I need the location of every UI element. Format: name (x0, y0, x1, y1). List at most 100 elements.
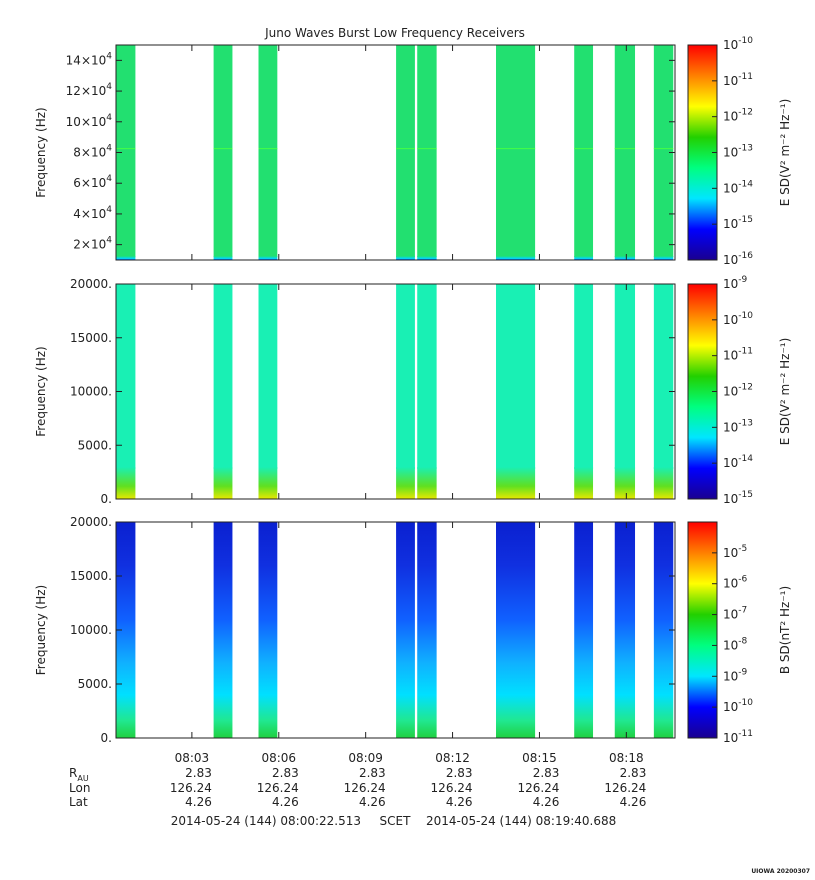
x-tick-label: 08:06 (261, 751, 296, 765)
y-axis-label: Frequency (Hz) (34, 585, 48, 676)
time-range-end: 2014-05-24 (144) 08:19:40.688 (426, 814, 616, 828)
y-tick-label: 15000. (70, 331, 112, 345)
burst-band (614, 522, 636, 738)
y-tick-label: 15000. (70, 569, 112, 583)
colorbar-tick-label: 10-15 (723, 215, 753, 231)
x-tick-label: 08:03 (175, 751, 210, 765)
burst-band-low (653, 256, 674, 260)
colorbar-tick-label: 10-14 (723, 179, 753, 195)
ephemeris-value: 126.24 (257, 781, 299, 795)
burst-band (614, 284, 636, 469)
burst-band-low (396, 467, 415, 499)
ephemeris-value: 2.83 (533, 766, 560, 780)
ephemeris-value: 2.83 (185, 766, 212, 780)
panels-group: 2×104 4×104 6×104 8×104 10×104 12×104 14×104 Fr… (34, 36, 792, 745)
spectrogram-panel-1: 2×104 4×104 6×104 8×104 10×104 12×104 14×104 Fr… (34, 36, 792, 267)
burst-band-low (496, 256, 536, 260)
burst-band (574, 284, 594, 469)
x-axis-labels: 08:03 08:06 08:09 08:12 08:15 08:18 (175, 751, 644, 765)
burst-band (258, 522, 278, 738)
burst-band-low (258, 256, 278, 260)
burst-band (213, 522, 233, 738)
ephemeris-value: 2.83 (446, 766, 473, 780)
burst-band (417, 284, 437, 469)
burst-band-low (417, 467, 437, 499)
ephemeris-value: 2.83 (359, 766, 386, 780)
ephemeris-value: 4.26 (272, 795, 299, 809)
y-tick-label: 10000. (70, 385, 112, 399)
ephemeris-value: 4.26 (446, 795, 473, 809)
burst-band-low (116, 467, 136, 499)
colorbar-tick-label: 10-16 (723, 251, 753, 267)
y-tick-label: 10000. (70, 623, 112, 637)
burst-band (614, 45, 636, 257)
colorbar-tick-label: 10-10 (723, 36, 753, 52)
colorbar-tick-label: 10-13 (723, 418, 753, 434)
burst-band-low (417, 256, 437, 260)
y-tick-label: 20000. (70, 277, 112, 291)
y-axis-label: Frequency (Hz) (34, 107, 48, 198)
x-tick-label: 08:09 (348, 751, 383, 765)
colorbar-tick-label: 10-13 (723, 144, 753, 160)
burst-band (653, 45, 674, 257)
burst-band-low (614, 256, 636, 260)
y-tick-label: 8×104 (73, 144, 112, 160)
burst-band (396, 522, 415, 738)
burst-band (417, 522, 437, 738)
colorbar-tick-label: 10-8 (723, 636, 748, 652)
ephemeris-value: 126.24 (604, 781, 646, 795)
colorbar-tick-label: 10-9 (723, 667, 748, 683)
y-axis-label: Frequency (Hz) (34, 346, 48, 437)
colorbar-tick-label: 10-10 (723, 698, 753, 714)
colorbar-tick-label: 10-10 (723, 311, 753, 327)
colorbar-tick-label: 10-12 (723, 108, 753, 124)
y-tick-label: 10×104 (66, 113, 113, 129)
ephemeris-value: 126.24 (431, 781, 473, 795)
credit-label: UIOWA 20200307 (751, 868, 810, 875)
burst-band (258, 45, 278, 257)
ephemeris-label: Lon (69, 781, 90, 795)
spectrogram-panel-3: 0. 5000. 10000. 15000. 20000. Frequency (Hz) 1… (34, 515, 792, 745)
colorbar-tick-label: 10-6 (723, 575, 748, 591)
ephemeris-value: 4.26 (185, 795, 212, 809)
burst-band (574, 45, 594, 257)
burst-band (258, 284, 278, 469)
y-tick-label: 0. (101, 492, 112, 506)
burst-band (574, 522, 594, 738)
burst-band-low (396, 256, 415, 260)
colorbar-tick-label: 10-9 (723, 275, 748, 291)
chart-title: Juno Waves Burst Low Frequency Receivers (264, 26, 525, 40)
colorbar (687, 521, 718, 739)
y-tick-label: 5000. (78, 438, 112, 452)
burst-band (396, 284, 415, 469)
x-tick-label: 08:12 (435, 751, 470, 765)
ephemeris-value: 126.24 (344, 781, 386, 795)
colorbar-tick-label: 10-12 (723, 383, 753, 399)
burst-band (213, 45, 233, 257)
y-tick-label: 12×104 (66, 82, 113, 98)
burst-band (496, 284, 536, 469)
colorbar-tick-label: 10-14 (723, 454, 753, 470)
ephemeris-value: 2.83 (620, 766, 647, 780)
y-tick-label: 4×104 (73, 205, 112, 221)
colorbar-tick-label: 10-11 (723, 72, 753, 88)
colorbar-label: E SD(V² m⁻² Hz⁻¹) (778, 99, 792, 207)
burst-band (653, 284, 674, 469)
burst-band-low (116, 256, 136, 260)
colorbar-tick-label: 10-11 (723, 729, 753, 745)
ephemeris-value: 4.26 (359, 795, 386, 809)
colorbar-label: B SD(nT² Hz⁻¹) (778, 586, 792, 674)
burst-band-low (213, 467, 233, 499)
ephemeris-value: 126.24 (170, 781, 212, 795)
y-tick-label: 2×104 (73, 236, 112, 252)
burst-band-low (614, 467, 636, 499)
burst-band-low (213, 256, 233, 260)
x-tick-label: 08:15 (522, 751, 557, 765)
burst-band (417, 45, 437, 257)
burst-band-low (496, 467, 536, 499)
y-tick-label: 6×104 (73, 174, 112, 190)
burst-band (496, 522, 536, 738)
colorbar-label: E SD(V² m⁻² Hz⁻¹) (778, 338, 792, 446)
